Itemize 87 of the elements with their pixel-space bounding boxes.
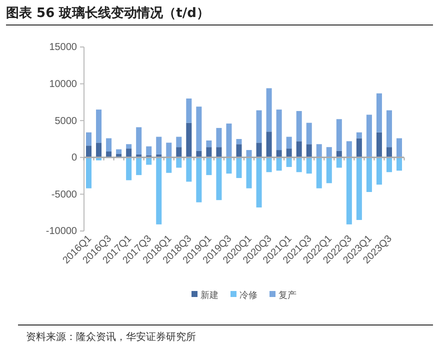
bar: [346, 157, 352, 224]
y-tick-label: -10000: [46, 226, 78, 238]
bar: [236, 157, 242, 178]
bar: [166, 157, 172, 173]
bar: [186, 157, 192, 182]
text: 资料来源：隆众资讯，华安证券研究所: [26, 331, 196, 343]
y-tick-label: -5000: [51, 189, 78, 200]
bar: [146, 146, 152, 156]
bar: [186, 98, 192, 123]
bar: [266, 88, 272, 132]
bar: [316, 157, 322, 188]
bar: [326, 147, 332, 158]
legend-label: 冷修: [240, 290, 258, 301]
bar: [286, 157, 292, 167]
bar: [296, 141, 302, 158]
bar: [366, 114, 372, 158]
bar: [336, 157, 342, 168]
bar: [156, 136, 162, 154]
bar: [126, 144, 132, 149]
bar: [286, 148, 292, 158]
bar: [306, 144, 312, 158]
bar: [276, 110, 282, 150]
bar: [316, 144, 322, 158]
bar: [256, 157, 262, 208]
bar: [356, 138, 362, 158]
bar: [216, 147, 222, 158]
y-tick-label: 15000: [49, 42, 78, 54]
bar: [266, 132, 272, 158]
bar: [206, 147, 212, 158]
bar: [296, 111, 302, 142]
bar: [306, 122, 312, 144]
bar: [126, 157, 132, 180]
bar: [226, 124, 232, 158]
y-tick-label: 5000: [54, 116, 78, 127]
bar: [366, 157, 372, 192]
bar: [276, 157, 282, 171]
bar: [236, 144, 242, 158]
bar: [246, 157, 252, 188]
bar: [86, 132, 92, 146]
bar: [106, 138, 112, 152]
bar: [166, 142, 172, 158]
bar: [396, 157, 402, 171]
y-tick-label: 10000: [49, 79, 78, 90]
bar: [176, 147, 182, 158]
bar: [356, 157, 362, 220]
y-tick-label: 0: [71, 152, 78, 164]
bar: [96, 110, 102, 143]
bar: [236, 139, 242, 144]
bar: [286, 136, 292, 149]
bar: [86, 157, 92, 188]
bar: [186, 122, 192, 158]
bar: [156, 157, 162, 224]
bar: [346, 141, 352, 158]
bar: [226, 157, 232, 174]
bar: [356, 132, 362, 138]
bar: [386, 147, 392, 158]
bar: [376, 93, 382, 132]
bar: [256, 142, 262, 158]
bar: [176, 157, 182, 168]
bar: [336, 119, 342, 151]
bar: [136, 157, 142, 176]
legend-label: 新建: [200, 290, 218, 301]
bar: [116, 149, 122, 154]
bar: [306, 157, 312, 174]
bar: [146, 157, 152, 165]
bar: [386, 157, 392, 172]
bar: [206, 157, 212, 176]
bar: [216, 128, 222, 148]
chart-title: 图表 56 玻璃长线变动情况（t/d）: [6, 5, 210, 21]
bar: [86, 146, 92, 158]
legend-label: 复产: [278, 290, 296, 301]
bar: [386, 110, 392, 148]
bar: [266, 157, 272, 172]
bar: [376, 157, 382, 185]
bar: [196, 106, 202, 151]
bar: [396, 138, 402, 158]
bar: [96, 142, 102, 158]
bar: [326, 157, 332, 184]
bar: [206, 140, 212, 148]
bar: [216, 157, 222, 200]
bar: [196, 157, 202, 202]
bar: [126, 148, 132, 158]
bar: [296, 157, 302, 172]
bar: [176, 136, 182, 148]
bar: [376, 132, 382, 158]
bar: [136, 127, 142, 154]
bar: [256, 110, 262, 143]
